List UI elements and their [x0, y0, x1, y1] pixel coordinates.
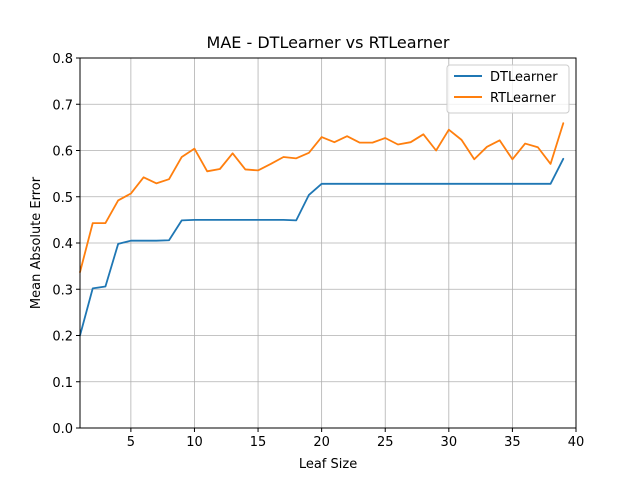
y-tick-label: 0.5 — [52, 191, 73, 206]
x-axis: 5 10 15 20 25 30 35 40 — [127, 428, 585, 450]
legend-label-rtlearner: RTLearner — [490, 91, 556, 106]
y-tick-label: 0.2 — [52, 330, 73, 345]
x-tick-label: 10 — [186, 435, 203, 450]
legend-label-dtlearner: DTLearner — [490, 70, 558, 85]
y-tick-label: 0.7 — [52, 98, 73, 113]
x-tick-label: 40 — [568, 435, 585, 450]
series-line-dtlearner — [79, 157, 565, 337]
x-tick-label: 25 — [377, 435, 394, 450]
x-tick-label: 20 — [313, 435, 330, 450]
series-layer — [79, 122, 565, 337]
y-tick-label: 0.3 — [52, 283, 73, 298]
x-tick-label: 5 — [127, 435, 135, 450]
x-tick-label: 35 — [504, 435, 521, 450]
y-axis-label: Mean Absolute Error — [29, 176, 44, 309]
x-tick-label: 30 — [441, 435, 458, 450]
series-line-rtlearner — [79, 122, 565, 274]
legend: DTLearner RTLearner — [446, 64, 570, 114]
y-axis: 0.0 0.1 0.2 0.3 0.4 0.5 0.6 0.7 0.8 — [52, 52, 80, 437]
y-tick-label: 0.0 — [52, 422, 73, 437]
y-tick-label: 0.1 — [52, 376, 73, 391]
chart-title: MAE - DTLearner vs RTLearner — [207, 33, 450, 52]
y-tick-label: 0.6 — [52, 145, 73, 160]
y-tick-label: 0.4 — [52, 237, 73, 252]
x-axis-label: Leaf Size — [299, 457, 357, 472]
x-tick-label: 15 — [250, 435, 267, 450]
y-tick-label: 0.8 — [52, 52, 73, 67]
